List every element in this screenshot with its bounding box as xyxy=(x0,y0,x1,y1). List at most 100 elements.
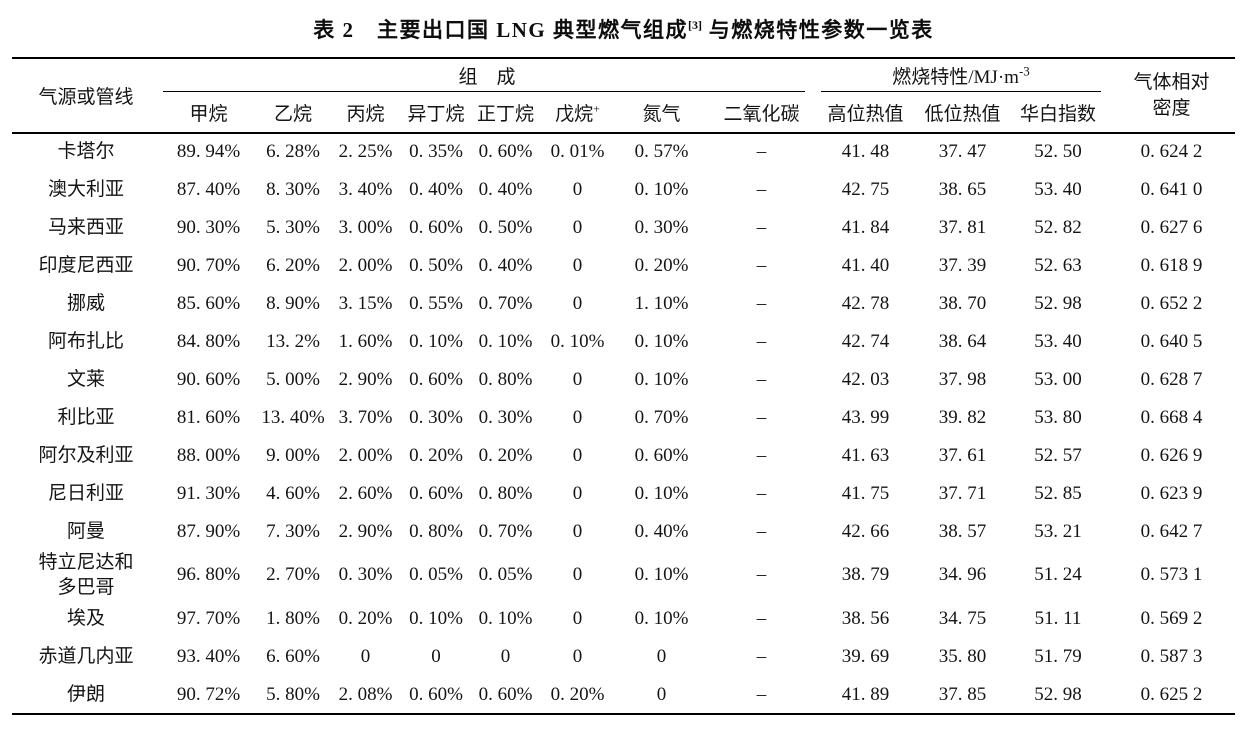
data-cell: 0. 40% xyxy=(478,178,533,200)
data-cell: 38. 79 xyxy=(841,564,890,586)
data-cell: 51. 24 xyxy=(1034,564,1082,586)
data-cell: 5. 00% xyxy=(266,368,320,390)
data-cell: 87. 40% xyxy=(176,178,241,200)
data-cell: 41. 75 xyxy=(841,482,890,504)
row-header-country: 阿曼 xyxy=(66,520,105,542)
header-row-columns: 甲烷 乙烷 丙烷 异丁烷 正丁烷 戊烷+ 氮气 二氧化碳 高位热值 低位热值 华… xyxy=(12,92,1235,134)
col-header-propane: 丙烷 xyxy=(329,92,402,134)
data-cell: 0 xyxy=(572,216,583,238)
data-cell: – xyxy=(756,482,767,504)
table-row: 利比亚 81. 60% 13. 40% 3. 70% 0. 30% 0. 30% 0 0. 7… xyxy=(12,399,1235,437)
data-cell: 2. 60% xyxy=(338,482,393,504)
data-cell: 9. 00% xyxy=(266,444,320,466)
data-cell: 0. 20% xyxy=(550,683,605,705)
data-cell: 51. 11 xyxy=(1034,608,1082,630)
col-header-ethane: 乙烷 xyxy=(257,92,329,134)
data-cell: 3. 70% xyxy=(338,406,393,428)
data-cell: – xyxy=(756,292,767,314)
data-cell: 0. 10% xyxy=(634,330,689,352)
data-cell: 42. 75 xyxy=(841,178,890,200)
table-row: 伊朗 90. 72% 5. 80% 2. 08% 0. 60% 0. 60% 0. 20% 0… xyxy=(12,676,1235,714)
data-cell: 0. 40% xyxy=(478,254,533,276)
row-header-country: 埃及 xyxy=(66,608,105,630)
data-cell: 5. 80% xyxy=(266,683,320,705)
data-cell: 0 xyxy=(572,406,583,428)
table-row: 埃及 97. 70% 1. 80% 0. 20% 0. 10% 0. 10% 0 0. 10%… xyxy=(12,600,1235,638)
data-cell: 97. 70% xyxy=(176,608,241,630)
data-cell: – xyxy=(756,444,767,466)
data-cell: 0 xyxy=(572,564,583,586)
data-cell: 0. 50% xyxy=(478,216,533,238)
data-cell: 90. 70% xyxy=(176,254,241,276)
combustion-unit-label: 燃烧特性/MJ·m xyxy=(892,67,1019,88)
data-cell: 0. 50% xyxy=(409,254,463,276)
data-cell: 90. 60% xyxy=(176,368,241,390)
data-cell: – xyxy=(756,564,767,586)
col-group-combustion: 燃烧特性/MJ·m-3 xyxy=(814,58,1108,92)
caption-text-2: 与燃烧特性参数一览表 xyxy=(702,18,934,42)
data-cell: 53. 40 xyxy=(1034,330,1082,352)
table-body: 卡塔尔 89. 94% 6. 28% 2. 25% 0. 35% 0. 60% 0. 01%… xyxy=(12,133,1235,714)
data-cell: 0. 20% xyxy=(409,444,463,466)
row-header-country: 文莱 xyxy=(66,368,105,390)
data-cell: 89. 94% xyxy=(176,141,241,163)
data-cell: 37. 85 xyxy=(938,683,987,705)
data-cell: 0. 60% xyxy=(478,683,533,705)
data-cell: 0. 10% xyxy=(634,608,689,630)
data-cell: 0. 10% xyxy=(478,608,533,630)
col-header-nitrogen: 氮气 xyxy=(614,92,709,134)
data-cell: 53. 40 xyxy=(1034,178,1082,200)
data-cell: 0. 30% xyxy=(338,564,393,586)
data-cell: 0. 01% xyxy=(550,141,605,163)
data-cell: 0. 60% xyxy=(478,141,533,163)
header-row-groups: 气源或管线 组 成 燃烧特性/MJ·m-3 气体相对 密度 xyxy=(12,58,1236,134)
data-cell: 0 xyxy=(572,608,583,630)
row-header-country: 挪威 xyxy=(66,292,105,314)
data-cell: 38. 56 xyxy=(841,608,890,630)
data-cell: – xyxy=(756,520,767,542)
data-cell: 1. 60% xyxy=(338,330,393,352)
data-cell: 6. 28% xyxy=(266,141,320,163)
data-cell: 0. 624 2 xyxy=(1140,141,1203,163)
data-cell: 42. 66 xyxy=(841,520,890,542)
row-header-country: 利比亚 xyxy=(57,406,115,428)
data-cell: 0. 80% xyxy=(409,520,463,542)
data-cell: 2. 00% xyxy=(338,254,393,276)
data-cell: 0. 40% xyxy=(634,520,689,542)
data-cell: 2. 25% xyxy=(338,141,393,163)
data-cell: 6. 20% xyxy=(266,254,320,276)
data-cell: 0 xyxy=(572,368,583,390)
data-cell: 3. 40% xyxy=(338,178,393,200)
data-cell: 0. 10% xyxy=(550,330,605,352)
data-cell: 52. 57 xyxy=(1034,444,1082,466)
data-cell: 5. 30% xyxy=(266,216,320,238)
data-cell: 0. 20% xyxy=(338,608,393,630)
row-header-country: 卡塔尔 xyxy=(57,141,115,163)
table-header: 气源或管线 组 成 燃烧特性/MJ·m-3 气体相对 密度 甲烷 乙烷 丙烷 异… xyxy=(12,58,1236,134)
data-cell: 52. 85 xyxy=(1034,482,1082,504)
data-cell: 43. 99 xyxy=(841,406,890,428)
data-cell: 96. 80% xyxy=(176,564,241,586)
data-cell: 41. 40 xyxy=(841,254,890,276)
table-row: 文莱 90. 60% 5. 00% 2. 90% 0. 60% 0. 80% 0 0. 10%… xyxy=(12,361,1235,399)
row-header-country: 特立尼达和 多巴哥 xyxy=(38,552,134,598)
data-cell: 41. 63 xyxy=(841,444,890,466)
data-cell: 34. 75 xyxy=(938,608,987,630)
row-header-country: 伊朗 xyxy=(66,683,105,705)
data-cell: 38. 70 xyxy=(938,292,987,314)
data-cell: 42. 03 xyxy=(841,368,890,390)
data-cell: 91. 30% xyxy=(176,482,241,504)
data-cell: 4. 60% xyxy=(266,482,320,504)
data-cell: 41. 48 xyxy=(841,141,890,163)
data-cell: 90. 30% xyxy=(176,216,241,238)
data-cell: 0 xyxy=(500,646,511,668)
data-cell: 0. 35% xyxy=(409,141,463,163)
data-cell: 13. 40% xyxy=(261,406,325,428)
data-cell: 0. 587 3 xyxy=(1140,646,1203,668)
data-cell: 0. 60% xyxy=(409,482,463,504)
data-cell: 52. 50 xyxy=(1034,141,1082,163)
data-cell: – xyxy=(756,683,767,705)
data-cell: 38. 65 xyxy=(938,178,987,200)
data-cell: 0. 628 7 xyxy=(1140,368,1203,390)
data-cell: 0. 60% xyxy=(409,368,463,390)
